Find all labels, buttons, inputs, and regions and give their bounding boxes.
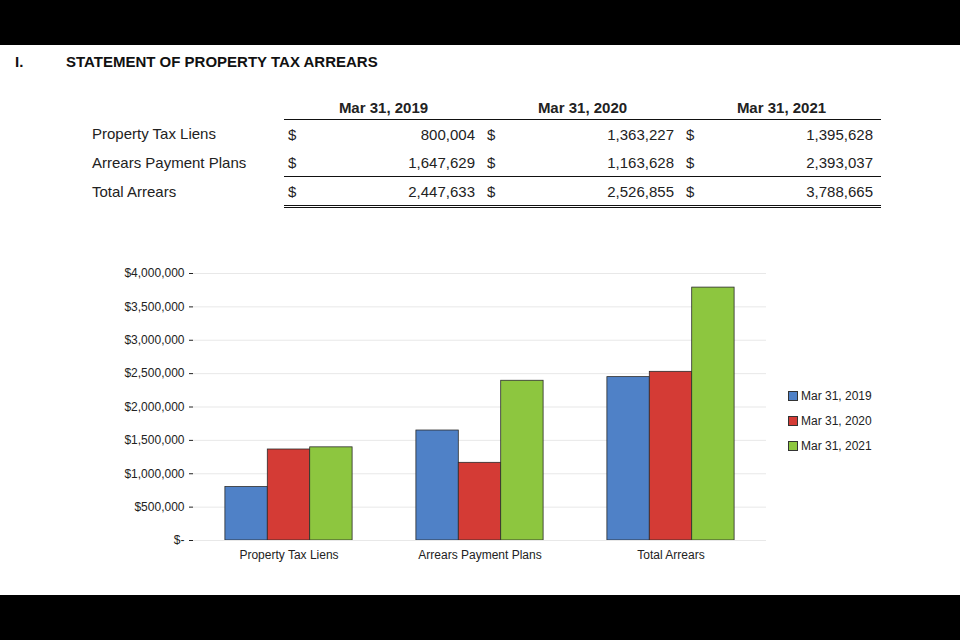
svg-text:Total Arrears: Total Arrears [637,548,704,562]
html-text:2,447,633: 2,447,633 [408,182,475,200]
svg-text:Property Tax Liens: Property Tax Liens [239,548,338,562]
svg-text:$1,000,000: $1,000,000 [124,467,184,481]
html-text:Mar 31, 2019: Mar 31, 2019 [338,98,429,116]
html-text:Mar 31, 2019: Mar 31, 2019 [801,388,872,403]
svg-text:$500,000: $500,000 [134,500,184,514]
html-text:Mar 31, 2020: Mar 31, 2020 [801,413,872,428]
svg-text:Arrears Payment Plans: Arrears Payment Plans [418,548,541,562]
svg-text:$2,000,000: $2,000,000 [124,400,184,414]
html-text:1,647,629: 1,647,629 [408,153,475,171]
svg-text:$2,500,000: $2,500,000 [124,366,184,380]
html-text:2,393,037: 2,393,037 [806,153,873,171]
html-text:1,363,227: 1,363,227 [607,125,674,143]
html-text:I.: I. [15,53,24,70]
svg-text:$4,000,000: $4,000,000 [124,266,184,280]
html-text:1,163,628: 1,163,628 [607,153,674,171]
html-text:Total Arrears: Total Arrears [92,183,177,200]
html-text:Arrears Payment Plans: Arrears Payment Plans [92,153,247,171]
svg-text:$3,000,000: $3,000,000 [124,333,184,347]
html-text:1,395,628: 1,395,628 [806,125,873,143]
html-text:3,788,665: 3,788,665 [806,182,873,200]
html-text:Mar 31, 2021: Mar 31, 2021 [801,438,872,453]
html-text:2,526,855: 2,526,855 [607,182,674,200]
svg-text:$3,500,000: $3,500,000 [124,300,184,314]
html-text:Mar 31, 2020: Mar 31, 2020 [537,98,628,116]
html-text:Mar 31, 2021: Mar 31, 2021 [736,98,827,116]
svg-text:$-: $- [174,533,185,547]
html-text:800,004: 800,004 [420,125,475,143]
html-text:Property Tax Liens: Property Tax Liens [92,125,216,143]
html-text:STATEMENT OF PROPERTY TAX ARRE: STATEMENT OF PROPERTY TAX ARREARS [66,53,378,70]
svg-text:$1,500,000: $1,500,000 [124,433,184,447]
